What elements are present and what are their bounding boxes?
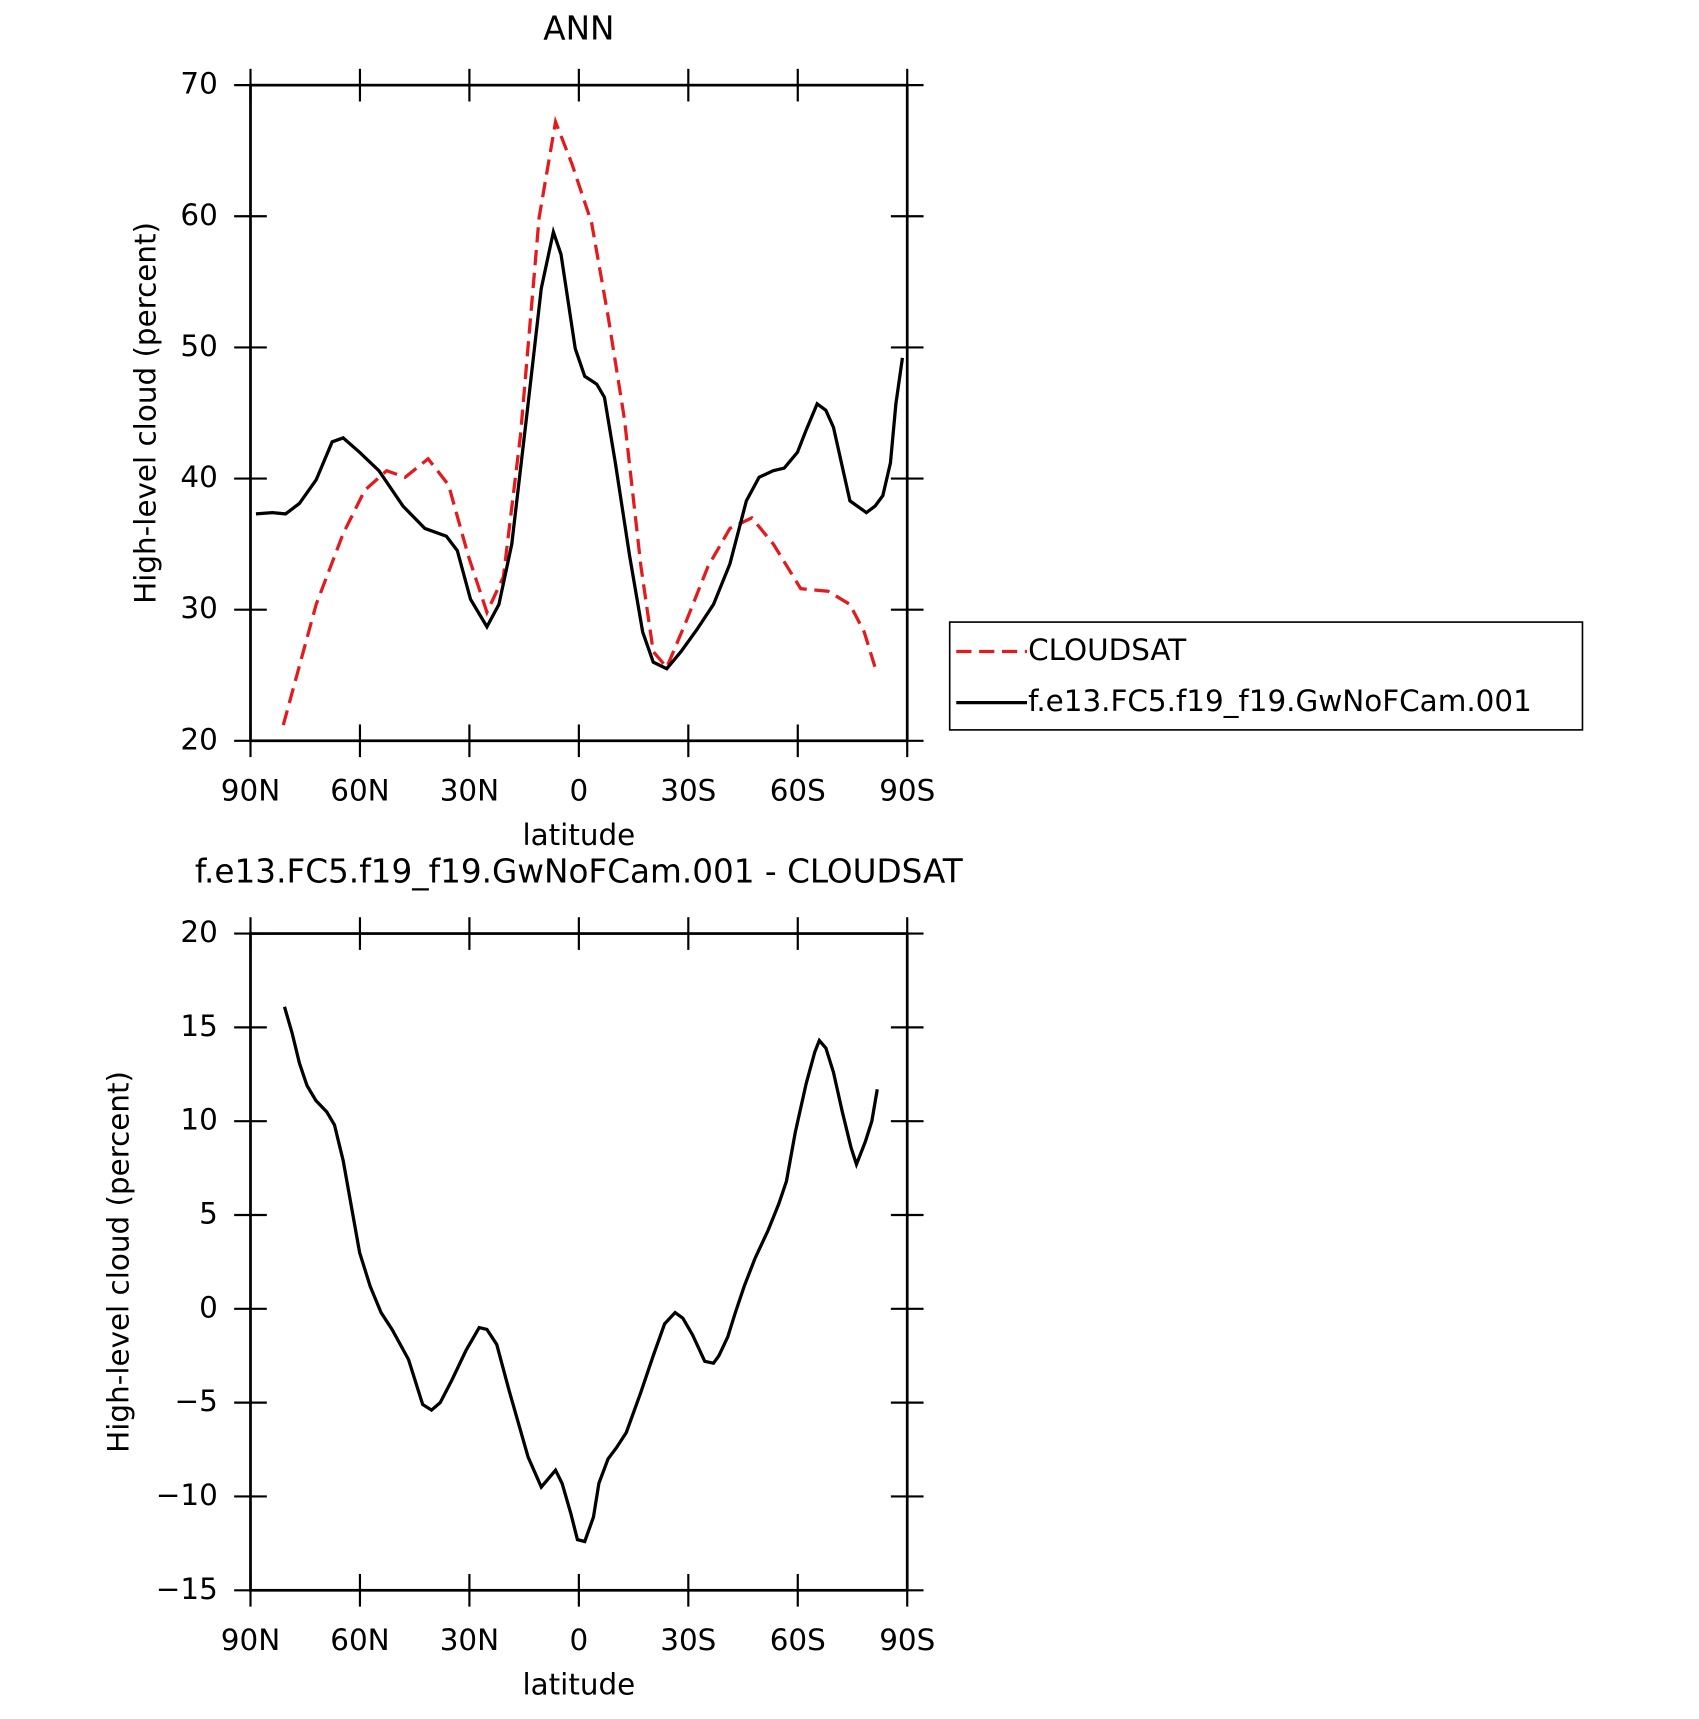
legend-label: f.e13.FC5.f19_f19.GwNoFCam.001: [1028, 684, 1532, 718]
data-line: [255, 225, 905, 671]
data-line: [282, 1006, 879, 1544]
y-tick-label: 20: [180, 722, 217, 756]
x-tick-label: 60S: [770, 1623, 826, 1657]
y-tick-label: −10: [156, 1478, 218, 1512]
x-tick-label: 30N: [440, 773, 499, 807]
x-axis-label: latitude: [522, 818, 635, 852]
x-axis-label: latitude: [522, 1668, 635, 1702]
legend-box: [948, 621, 1584, 731]
x-tick-label: 60N: [330, 773, 389, 807]
y-tick-label: 40: [180, 460, 217, 494]
x-tick-label: 30N: [440, 1623, 499, 1657]
y-tick-label: 10: [180, 1103, 217, 1137]
x-tick-label: 90S: [879, 773, 935, 807]
y-tick-label: 60: [180, 198, 217, 232]
x-tick-label: 30S: [660, 773, 716, 807]
y-tick-label: 0: [199, 1290, 218, 1324]
y-tick-label: −5: [174, 1384, 217, 1418]
data-line: [281, 115, 877, 726]
y-tick-label: 5: [199, 1197, 218, 1231]
x-tick-label: 60N: [330, 1623, 389, 1657]
y-axis-label: High-level cloud (percent): [129, 222, 163, 604]
y-tick-label: 30: [180, 591, 217, 625]
chart-title: ANN: [543, 10, 614, 48]
y-axis-label: High-level cloud (percent): [101, 1071, 135, 1453]
y-tick-label: 15: [180, 1009, 217, 1043]
y-tick-label: 70: [180, 67, 217, 101]
plot-frame: [249, 83, 909, 743]
x-tick-label: 90N: [221, 1623, 280, 1657]
x-tick-label: 90N: [221, 773, 280, 807]
y-tick-label: 20: [180, 915, 217, 949]
chart-title: f.e13.FC5.f19_f19.GwNoFCam.001 - CLOUDSA…: [195, 853, 964, 891]
x-tick-label: 90S: [879, 1623, 935, 1657]
y-tick-label: 50: [180, 329, 217, 363]
x-tick-label: 0: [570, 773, 589, 807]
x-tick-label: 0: [570, 1623, 589, 1657]
x-tick-label: 60S: [770, 773, 826, 807]
x-tick-label: 30S: [660, 1623, 716, 1657]
legend-label: CLOUDSAT: [1028, 633, 1187, 667]
y-tick-label: −15: [156, 1572, 218, 1606]
plot-frame: [249, 932, 909, 1592]
